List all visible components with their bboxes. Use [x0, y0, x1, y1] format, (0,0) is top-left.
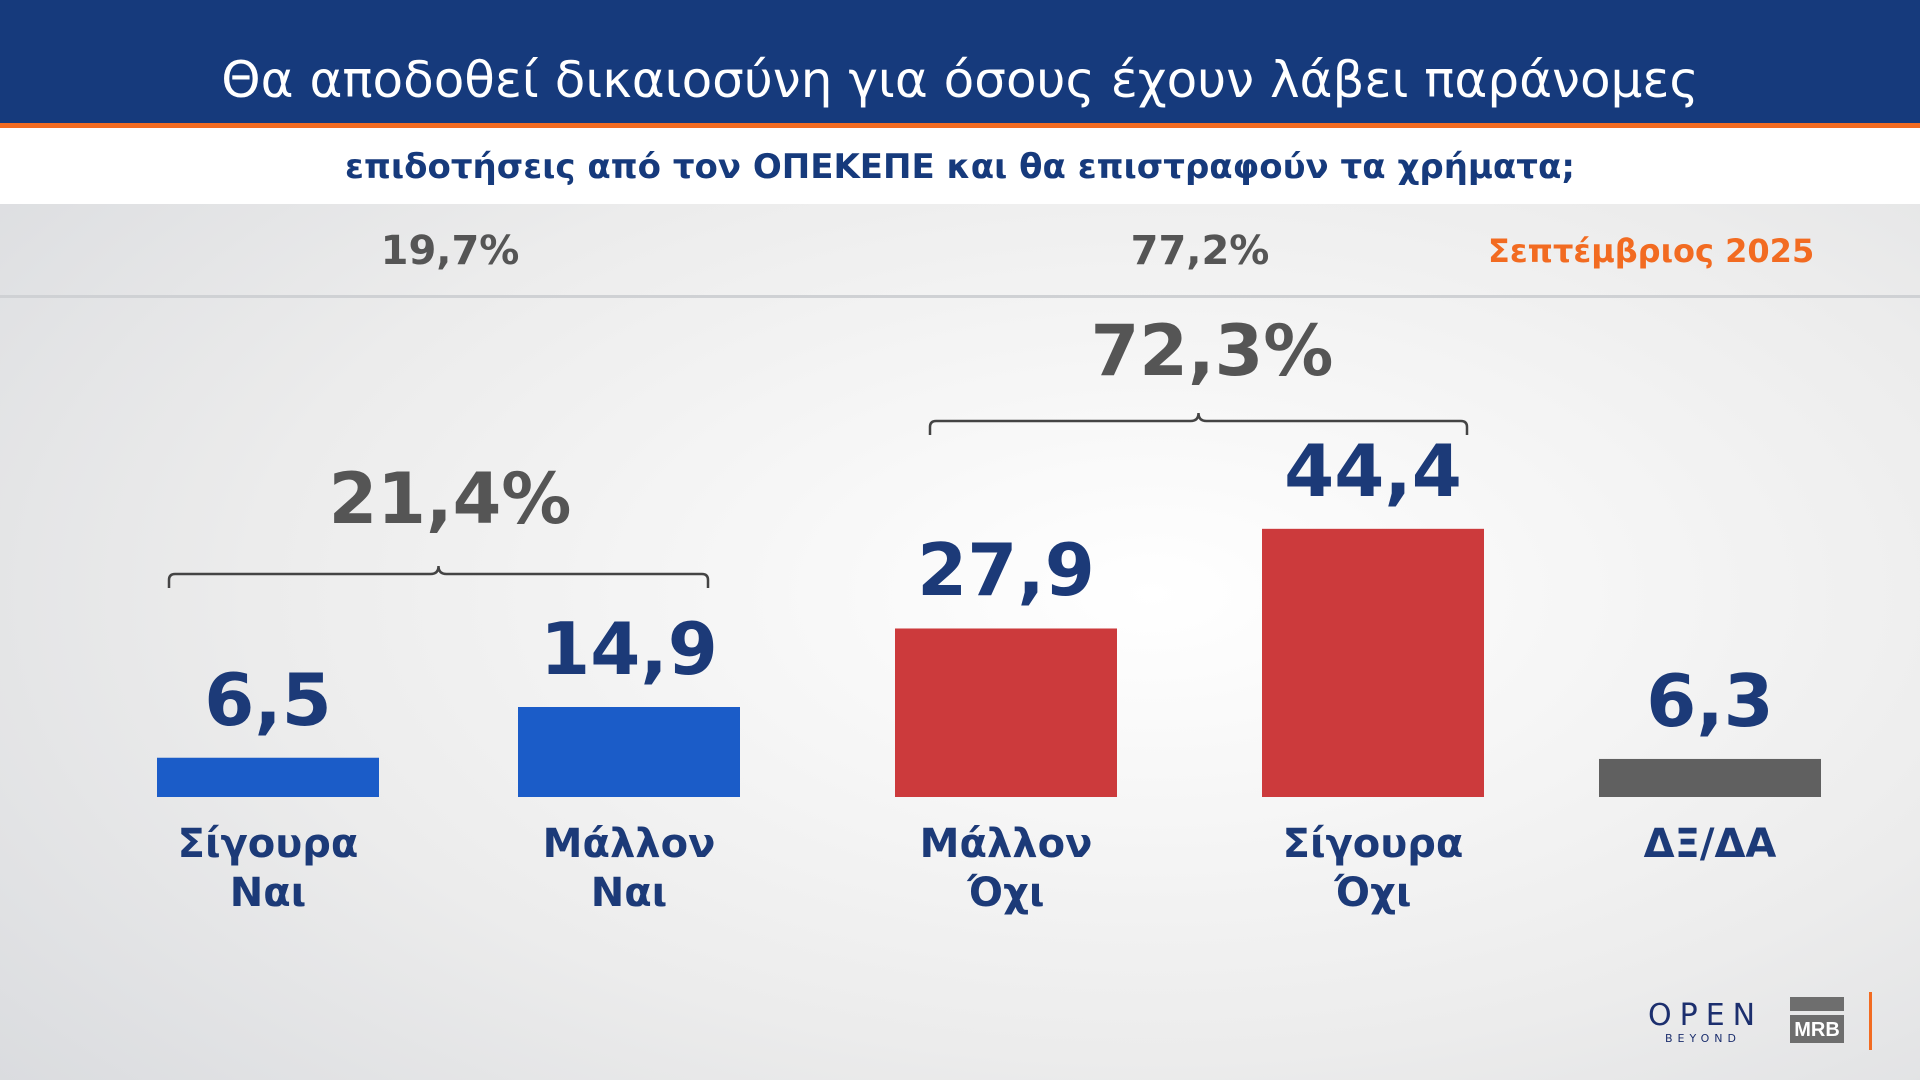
divider [0, 295, 1920, 298]
category-label: Σίγουρα Ναι [178, 820, 359, 918]
survey-date: Σεπτέμβριος 2025 [1488, 232, 1815, 270]
category-label-line: Μάλλον [919, 821, 1093, 867]
bar-4 [1599, 758, 1821, 797]
logo-divider [1869, 992, 1872, 1050]
previous-yes-total: 19,7% [380, 228, 520, 274]
mrb-logo-text: MRB [1790, 1015, 1844, 1043]
bar-value-label: 14,9 [540, 607, 718, 691]
bar-value-label: 6,3 [1646, 658, 1774, 743]
subtitle-band [0, 128, 1920, 204]
category-label: Μάλλον Όχι [920, 820, 1093, 918]
group-no-total: 72,3% [1090, 310, 1334, 392]
category-label-line: Σίγουρα [177, 821, 359, 867]
bar-2 [895, 628, 1117, 797]
category-label-line: Μάλλον [542, 821, 716, 867]
group-yes-total: 21,4% [328, 458, 572, 540]
category-label: Σίγουρα Όχι [1283, 820, 1464, 918]
mrb-logo: MRB [1790, 997, 1844, 1043]
bar-0 [157, 757, 379, 797]
group-brace-0 [167, 565, 710, 588]
category-label-line: Όχι [967, 870, 1045, 916]
category-label-line: Σίγουρα [1282, 821, 1464, 867]
open-logo-sub: BEYOND [1665, 1032, 1741, 1045]
bar-value-label: 27,9 [917, 528, 1095, 613]
open-logo: OPEN BEYOND [1648, 998, 1764, 1046]
category-label-line: Ναι [229, 870, 307, 916]
bar-1 [518, 707, 740, 797]
category-label: ΔΞ/ΔΑ [1644, 820, 1777, 869]
open-logo-text: OPEN [1648, 998, 1764, 1033]
bar-3 [1262, 528, 1484, 797]
category-label-line: ΔΞ/ΔΑ [1643, 821, 1777, 867]
header-bar [0, 0, 1920, 123]
previous-no-total: 77,2% [1130, 228, 1270, 274]
chart-subtitle: επιδοτήσεις από τον ΟΠΕΚΕΠΕ και θα επιστ… [345, 147, 1575, 187]
group-brace-1 [928, 412, 1469, 435]
category-label-line: Ναι [590, 870, 668, 916]
bar-value-label: 6,5 [204, 657, 332, 742]
category-label: Μάλλον Ναι [543, 820, 716, 918]
category-label-line: Όχι [1334, 870, 1412, 916]
header-accent-line [0, 123, 1920, 128]
chart-title: Θα αποδοθεί δικαιοσύνη για όσους έχουν λ… [221, 51, 1699, 109]
bar-value-label: 44,4 [1284, 428, 1462, 513]
